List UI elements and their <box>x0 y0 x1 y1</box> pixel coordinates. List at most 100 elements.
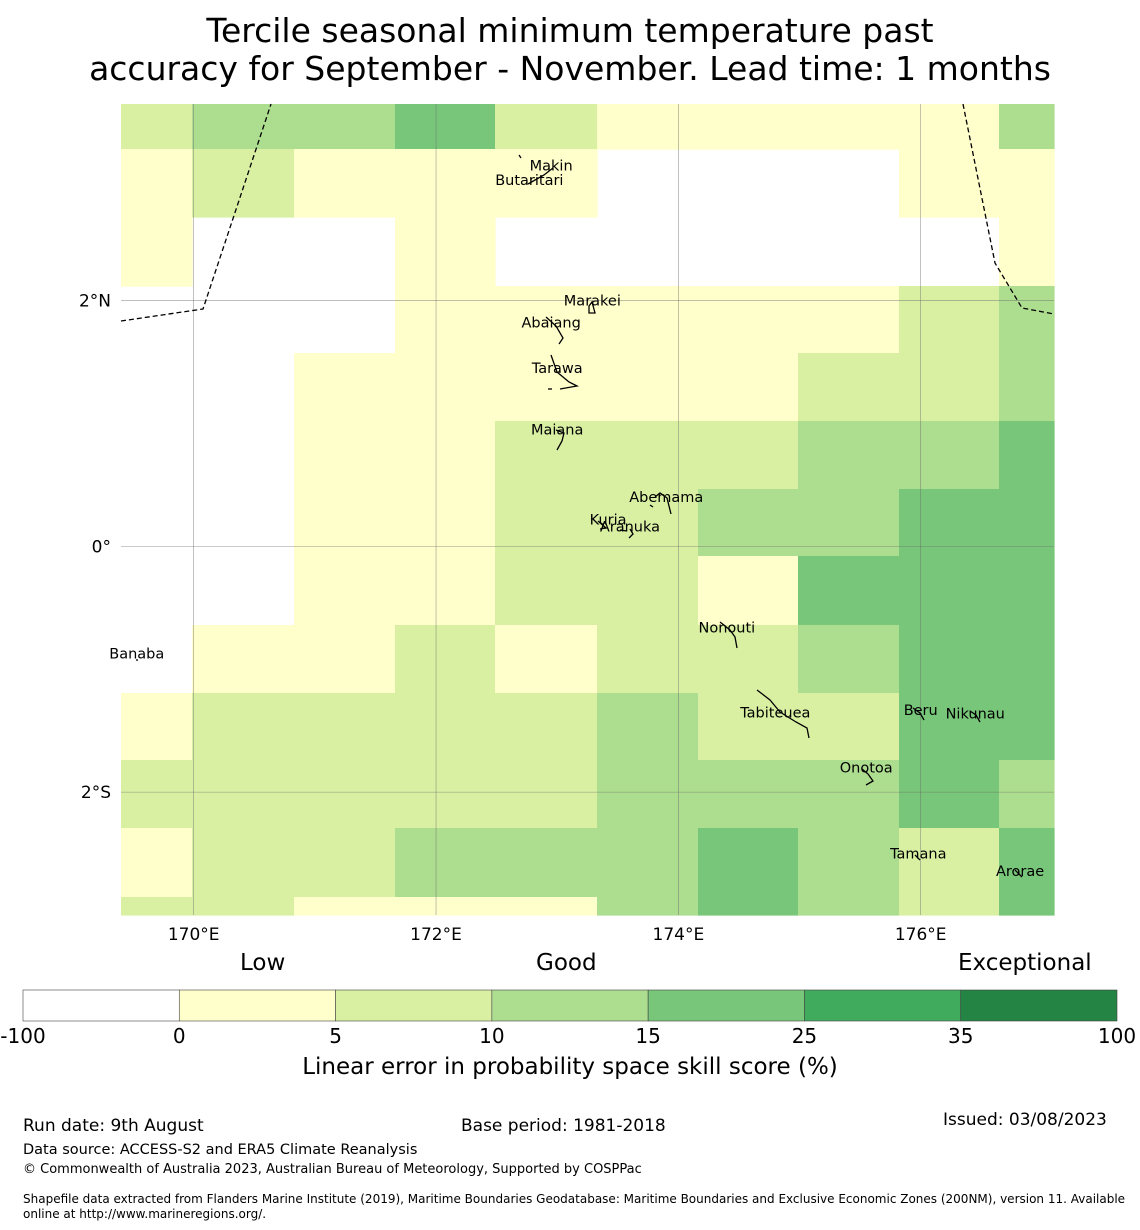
map-title-line-2: accuracy for September - November. Lead … <box>89 49 1051 88</box>
island-outline <box>597 520 608 530</box>
map-title-line-1: Tercile seasonal minimum temperature pas… <box>206 11 934 50</box>
skill-cell <box>121 760 193 829</box>
run-date: Run date: 9th August <box>23 1116 204 1136</box>
skill-cell <box>395 353 496 422</box>
y-tick-label: 0° <box>92 537 111 557</box>
island-label: Beru <box>904 703 938 719</box>
island-label: Tabiteuea <box>739 705 810 721</box>
skill-cell <box>899 149 1000 218</box>
island-outline <box>518 154 522 159</box>
island-label: Nikunau <box>946 706 1005 722</box>
x-tick-label: 172°E <box>410 925 462 945</box>
skill-cell <box>698 104 799 150</box>
skill-cell <box>798 760 900 829</box>
skill-cell <box>798 556 900 626</box>
skill-cell <box>999 104 1055 150</box>
skill-cell <box>294 693 396 761</box>
skill-cell <box>999 556 1055 626</box>
data-source: Data source: ACCESS-S2 and ERA5 Climate … <box>23 1142 418 1158</box>
skill-cell <box>294 897 396 916</box>
skill-cell <box>495 760 598 829</box>
skill-cell <box>395 149 496 218</box>
island-outline <box>527 167 554 185</box>
colorbar-bin <box>491 989 649 1022</box>
skill-cell <box>395 897 496 916</box>
skill-cell <box>395 556 496 626</box>
skill-cell <box>192 760 295 829</box>
skill-cell <box>395 760 496 829</box>
skill-cell <box>495 897 598 916</box>
skill-cell <box>294 353 396 422</box>
colorbar-tick-label: 5 <box>329 1024 342 1048</box>
skill-cell <box>698 353 799 422</box>
island-outline <box>914 854 921 861</box>
skill-cell <box>597 421 699 490</box>
skill-cell <box>495 556 598 626</box>
skill-cell <box>294 104 396 150</box>
skill-cell <box>395 286 496 354</box>
base-period: Base period: 1981-2018 <box>461 1116 666 1136</box>
island-outline <box>545 316 564 345</box>
colorbar-tick-label: 10 <box>479 1024 505 1048</box>
skill-cell <box>192 828 295 898</box>
skill-cell <box>899 760 1000 829</box>
skill-cell <box>495 421 598 490</box>
skill-cell <box>597 489 699 557</box>
skill-cell <box>698 286 799 354</box>
skill-cell <box>597 897 699 916</box>
skill-cell <box>395 625 496 694</box>
skill-cell <box>192 104 295 150</box>
skill-cell <box>999 693 1055 761</box>
copyright: © Commonwealth of Australia 2023, Austra… <box>23 1162 642 1177</box>
skill-cell <box>597 286 699 354</box>
island-outline <box>649 504 654 508</box>
skill-cell <box>698 693 799 761</box>
skill-cell <box>495 286 598 354</box>
skill-cell <box>294 556 396 626</box>
eez-boundary-line <box>962 103 1055 315</box>
colorbar-tick-label: 100 <box>1097 1024 1137 1048</box>
skill-cell <box>395 489 496 557</box>
skill-cell <box>192 693 295 761</box>
skill-cell <box>294 828 396 898</box>
island-label: Abemama <box>629 490 703 506</box>
skill-cell <box>294 625 396 694</box>
island-outline <box>969 710 981 723</box>
skill-cell <box>495 353 598 422</box>
island-outline <box>719 621 738 649</box>
y-tick-label: 2°N <box>79 292 111 312</box>
skill-cell <box>192 897 295 916</box>
island-label: Tamana <box>889 847 946 863</box>
skill-cell <box>999 149 1055 218</box>
skill-cell <box>999 217 1055 287</box>
skill-cell <box>899 353 1000 422</box>
skill-cell <box>495 625 598 694</box>
skill-cell <box>999 421 1055 490</box>
skill-cell <box>698 421 799 490</box>
skill-cell <box>798 421 900 490</box>
colorbar <box>22 989 1118 1022</box>
island-outline <box>912 707 925 721</box>
skill-cell <box>999 489 1055 557</box>
colorbar-tick-label: 35 <box>947 1024 974 1048</box>
skill-cell <box>294 489 396 557</box>
skill-cell <box>798 828 900 898</box>
skill-cell <box>395 828 496 898</box>
skill-cell <box>899 104 1000 150</box>
skill-cell <box>899 489 1000 557</box>
colorbar-bin <box>22 989 180 1022</box>
skill-cell <box>495 693 598 761</box>
skill-cell <box>395 104 496 150</box>
island-label: Arorae <box>996 864 1044 880</box>
skill-map: 170°E 172°E 174°E 176°E 2°N 0° 2°S MakinButarit… <box>79 103 1055 945</box>
skill-cell <box>999 286 1055 354</box>
skill-cell <box>395 421 496 490</box>
colorbar-tick-label: -100 <box>0 1024 46 1048</box>
colorbar-low-label: Low <box>240 950 286 976</box>
skill-cell <box>899 897 1000 916</box>
shapefile-credit-line-2: online at http://www.marineregions.org/. <box>23 1207 267 1221</box>
skill-cell <box>597 353 699 422</box>
skill-cell <box>121 217 193 287</box>
y-tick-label: 2°S <box>81 783 111 803</box>
skill-cell <box>899 286 1000 354</box>
